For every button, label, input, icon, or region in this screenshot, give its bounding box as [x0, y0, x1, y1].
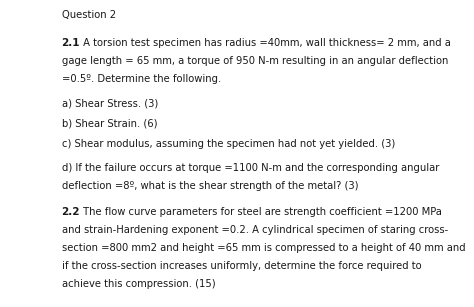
Text: gage length = 65 mm, a torque of 950 N-m resulting in an angular deflection: gage length = 65 mm, a torque of 950 N-m…: [62, 56, 448, 66]
Text: 2.1: 2.1: [62, 38, 80, 48]
Text: b) Shear Strain. (6): b) Shear Strain. (6): [62, 119, 157, 129]
Text: A torsion test specimen has radius =40mm, wall thickness= 2 mm, and a: A torsion test specimen has radius =40mm…: [80, 38, 451, 48]
Text: deflection =8º, what is the shear strength of the metal? (3): deflection =8º, what is the shear streng…: [62, 181, 358, 191]
Text: section =800 mm2 and height =65 mm is compressed to a height of 40 mm and: section =800 mm2 and height =65 mm is co…: [62, 243, 465, 253]
Text: achieve this compression. (15): achieve this compression. (15): [62, 279, 215, 289]
Text: d) If the failure occurs at torque =1100 N-m and the corresponding angular: d) If the failure occurs at torque =1100…: [62, 163, 439, 173]
Text: and strain-Hardening exponent =0.2. A cylindrical specimen of staring cross-: and strain-Hardening exponent =0.2. A cy…: [62, 225, 448, 235]
Text: c) Shear modulus, assuming the specimen had not yet yielded. (3): c) Shear modulus, assuming the specimen …: [62, 139, 395, 149]
Text: 2.2: 2.2: [62, 207, 80, 217]
Text: if the cross-section increases uniformly, determine the force required to: if the cross-section increases uniformly…: [62, 261, 421, 271]
Text: Question 2: Question 2: [62, 10, 116, 20]
Text: The flow curve parameters for steel are strength coefficient =1200 MPa: The flow curve parameters for steel are …: [80, 207, 442, 217]
Text: a) Shear Stress. (3): a) Shear Stress. (3): [62, 99, 158, 109]
Text: =0.5º. Determine the following.: =0.5º. Determine the following.: [62, 74, 221, 84]
